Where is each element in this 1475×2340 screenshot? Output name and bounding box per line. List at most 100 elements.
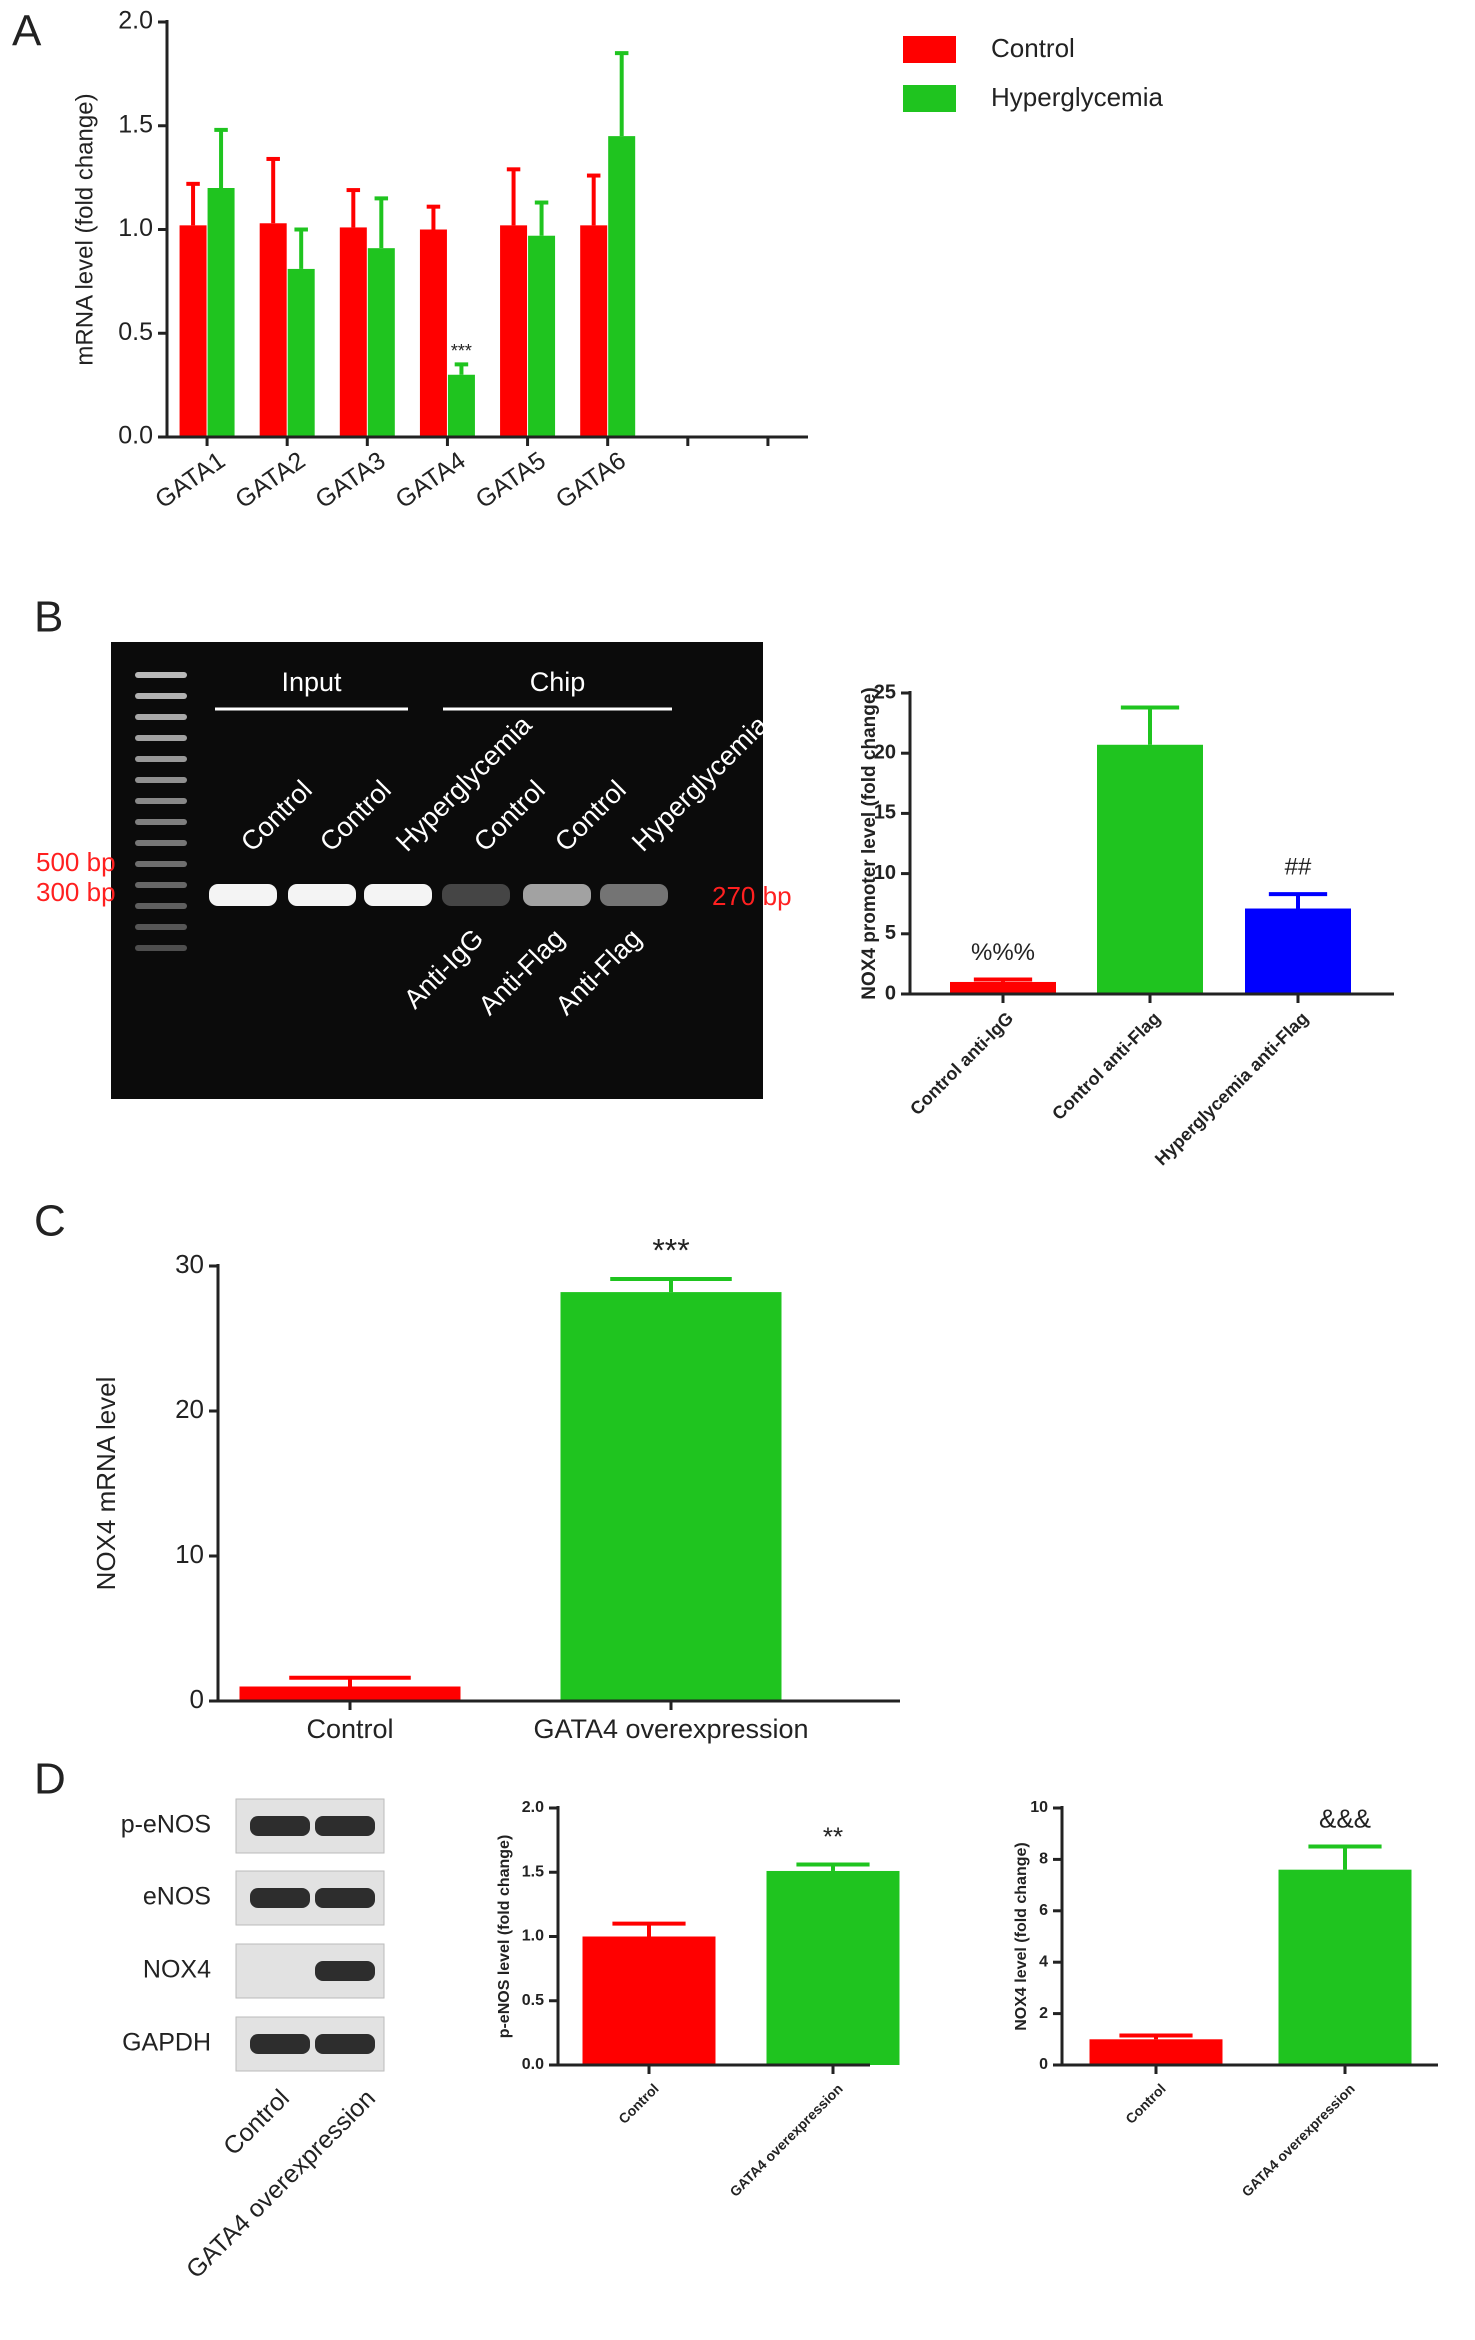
y-tick-label: 30	[175, 1249, 204, 1279]
y-tick-label: 4	[1039, 1953, 1048, 1970]
y-tick-label: 2	[1039, 2005, 1048, 2022]
dna-band	[442, 884, 510, 906]
ladder-band	[135, 819, 187, 825]
legend-label: Hyperglycemia	[991, 82, 1163, 112]
ladder-band	[135, 945, 187, 951]
band-size-label: 270 bp	[712, 881, 792, 911]
x-tick-label: GATA5	[471, 446, 551, 514]
y-tick-label: 1.0	[522, 1928, 544, 1945]
legend-swatch	[903, 36, 956, 63]
dna-band	[523, 884, 591, 906]
y-tick-label: 20	[175, 1394, 204, 1424]
bar	[1278, 1869, 1412, 2065]
bar	[500, 225, 528, 437]
bar	[950, 981, 1056, 994]
bar	[259, 223, 287, 437]
y-axis-label: mRNA level (fold change)	[71, 93, 98, 365]
y-tick-label: 20	[874, 741, 896, 763]
x-tick-label: GATA4 overexpression	[726, 2080, 845, 2199]
significance-label: &&&	[1319, 1803, 1371, 1833]
y-axis-label: NOX4 mRNA level	[91, 1377, 121, 1591]
bar	[1245, 908, 1351, 994]
ladder-band	[135, 861, 187, 867]
y-tick-label: 1.5	[118, 110, 153, 138]
blot-band	[315, 1816, 375, 1836]
y-tick-label: 0.5	[522, 1992, 544, 2009]
dna-band	[600, 884, 668, 906]
blot-band	[250, 1888, 310, 1908]
y-tick-label: 0.0	[522, 2056, 544, 2073]
ladder-band	[135, 840, 187, 846]
bar	[608, 136, 636, 437]
x-tick-label: Control	[615, 2080, 662, 2127]
ladder-band	[135, 924, 187, 930]
y-tick-label: 0	[190, 1684, 204, 1714]
y-tick-label: 0.5	[118, 318, 153, 346]
panel-letter: B	[34, 593, 63, 642]
x-tick-label: GATA2	[230, 446, 310, 514]
x-tick-label: GATA4 overexpression	[1238, 2080, 1357, 2199]
legend-label: Control	[991, 33, 1075, 63]
y-tick-label: 0.0	[118, 422, 153, 450]
blot-row-label: NOX4	[143, 1956, 211, 1984]
bar	[560, 1292, 782, 1701]
y-tick-label: 15	[874, 802, 896, 824]
marker-label: 500 bp	[36, 847, 116, 877]
panel-letter: D	[34, 1755, 66, 1804]
ladder-band	[135, 777, 187, 783]
y-tick-label: 2.0	[522, 1799, 544, 1816]
ladder-band	[135, 882, 187, 888]
bar	[239, 1686, 461, 1701]
group-label: Input	[281, 667, 342, 697]
bar	[582, 1936, 716, 2065]
bar	[580, 225, 608, 437]
bar	[1089, 2039, 1223, 2065]
blot-band	[250, 2034, 310, 2054]
bar	[287, 268, 315, 437]
bar	[419, 229, 447, 437]
group-label: Chip	[530, 667, 586, 697]
y-tick-label: 5	[885, 922, 896, 944]
legend-swatch	[903, 85, 956, 112]
significance-label: ***	[652, 1233, 689, 1269]
marker-label: 300 bp	[36, 877, 116, 907]
significance-label: ***	[451, 341, 472, 361]
y-tick-label: 10	[1030, 1799, 1048, 1816]
y-tick-label: 0	[885, 982, 896, 1004]
blot-row-label: p-eNOS	[121, 1811, 211, 1839]
dna-band	[288, 884, 356, 906]
blot-row-label: GAPDH	[122, 2029, 211, 2057]
y-tick-label: 0	[1039, 2056, 1048, 2073]
x-tick-label: GATA4	[390, 446, 470, 514]
ladder-band	[135, 903, 187, 909]
y-tick-label: 25	[874, 681, 896, 703]
x-tick-label: GATA6	[551, 446, 631, 514]
blot-band	[315, 1888, 375, 1908]
dna-band	[209, 884, 277, 906]
ladder-band	[135, 693, 187, 699]
ladder-band	[135, 756, 187, 762]
bar	[447, 374, 475, 437]
x-tick-label: Hyperglycemia anti-Flag	[1151, 1008, 1312, 1169]
y-tick-label: 10	[175, 1539, 204, 1569]
panel-letter: A	[12, 7, 42, 56]
y-tick-label: 2.0	[118, 7, 153, 35]
significance-label: %%%	[971, 939, 1035, 966]
x-tick-label: GATA4 overexpression	[533, 1714, 808, 1744]
x-tick-label: GATA1	[150, 446, 230, 514]
x-tick-label: Control	[1122, 2080, 1169, 2127]
y-tick-label: 1.0	[118, 214, 153, 242]
ladder-band	[135, 798, 187, 804]
y-axis-label: NOX4 level (fold change)	[1013, 1842, 1030, 2030]
y-tick-label: 10	[874, 862, 896, 884]
x-tick-label: Control	[306, 1714, 393, 1744]
blot-lane-label: Control	[218, 2084, 295, 2161]
ladder-band	[135, 672, 187, 678]
bar	[766, 1870, 900, 2065]
bar	[207, 188, 235, 437]
bar	[367, 248, 395, 437]
ladder-band	[135, 735, 187, 741]
blot-band	[250, 1816, 310, 1836]
blot-band	[315, 2034, 375, 2054]
